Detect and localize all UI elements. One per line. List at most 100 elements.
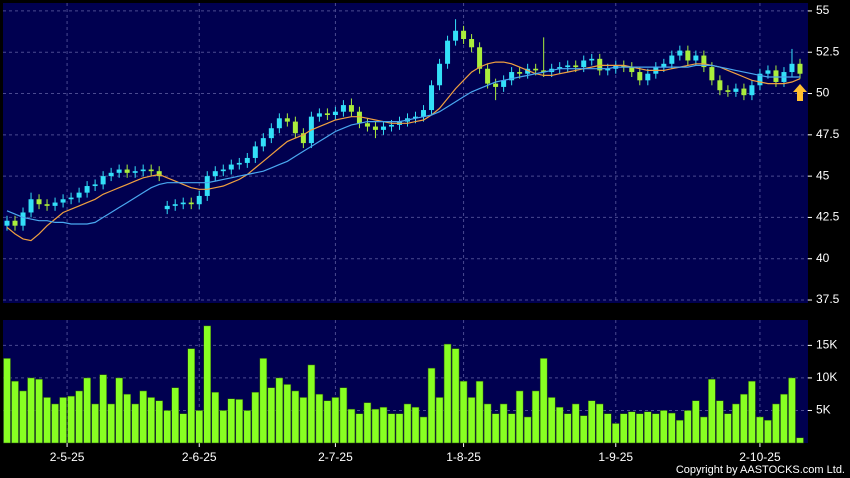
volume-bar bbox=[724, 413, 732, 444]
candle-body bbox=[669, 55, 675, 64]
volume-bar bbox=[435, 397, 444, 444]
candle-body bbox=[316, 113, 322, 117]
volume-bar bbox=[451, 348, 460, 444]
volume-bar bbox=[43, 397, 51, 444]
volume-bar bbox=[612, 423, 620, 444]
candle-body bbox=[60, 199, 66, 203]
volume-bar bbox=[411, 406, 420, 444]
candle-body bbox=[164, 205, 170, 210]
candle-body bbox=[292, 121, 298, 134]
candle-body bbox=[621, 65, 627, 68]
volume-bar bbox=[59, 397, 67, 444]
candle-body bbox=[525, 68, 531, 74]
volume-bar bbox=[283, 384, 292, 444]
candle-body bbox=[220, 169, 226, 172]
candle-body bbox=[212, 171, 218, 177]
candle-body bbox=[244, 157, 250, 163]
volume-bar bbox=[676, 419, 684, 444]
volume-bar bbox=[171, 387, 179, 444]
candle-body bbox=[541, 70, 547, 73]
candle-body bbox=[461, 30, 467, 40]
candle-body bbox=[509, 72, 515, 81]
volume-bar bbox=[579, 415, 588, 444]
candle-body bbox=[421, 110, 427, 117]
moving-average bbox=[6, 61, 801, 242]
candle-body bbox=[717, 80, 723, 91]
volume-bar bbox=[539, 358, 548, 444]
volume-bar bbox=[764, 419, 772, 444]
volume-bar bbox=[139, 390, 147, 444]
volume-bar bbox=[788, 377, 796, 444]
volume-bar bbox=[187, 348, 195, 444]
volume-bar bbox=[227, 398, 236, 444]
candle-body bbox=[477, 47, 483, 69]
volume-bar bbox=[668, 412, 676, 444]
volume-bar bbox=[99, 374, 107, 444]
candle-body bbox=[340, 105, 346, 112]
candle-body bbox=[92, 184, 98, 187]
candle-body bbox=[797, 63, 803, 74]
volume-bar bbox=[299, 397, 308, 444]
volume-bar bbox=[483, 403, 492, 444]
candle-body bbox=[372, 126, 378, 130]
y-tick-label: 52.5 bbox=[816, 44, 840, 58]
candle-body bbox=[140, 169, 146, 172]
candle-body bbox=[749, 85, 755, 96]
candle-body bbox=[581, 60, 587, 68]
candle-body bbox=[180, 202, 186, 205]
volume-bar bbox=[83, 377, 91, 444]
candle-body bbox=[4, 220, 10, 226]
copyright: Copyright by AASTOCKS.com Ltd. bbox=[676, 464, 845, 476]
candle-body bbox=[677, 50, 683, 56]
candle-body bbox=[52, 202, 58, 206]
candle-body bbox=[300, 133, 306, 144]
candle-body bbox=[236, 162, 242, 165]
volume-bar bbox=[403, 403, 412, 444]
volume-bar bbox=[772, 403, 780, 444]
candle-body bbox=[364, 123, 370, 127]
candle-body bbox=[36, 199, 42, 205]
volume-bar bbox=[371, 408, 380, 444]
candle-body bbox=[629, 67, 635, 73]
candle-body bbox=[565, 65, 571, 68]
candle-body bbox=[268, 128, 274, 139]
volume-bar bbox=[131, 403, 139, 444]
price-panel bbox=[3, 3, 808, 303]
volume-bar bbox=[3, 358, 11, 444]
volume-bar bbox=[51, 403, 59, 444]
candle-body bbox=[437, 63, 443, 86]
x-tick-label: 2-5-25 bbox=[50, 450, 85, 464]
volume-bar bbox=[780, 393, 788, 444]
y-tick-label: 40 bbox=[816, 251, 830, 265]
volume-bar bbox=[732, 403, 740, 444]
candle-body bbox=[332, 111, 338, 116]
candle-body bbox=[196, 195, 202, 205]
volume-bar bbox=[748, 380, 756, 444]
candle-body bbox=[597, 58, 603, 71]
volume-bar bbox=[387, 413, 396, 444]
candle-body bbox=[589, 58, 595, 61]
volume-bar bbox=[331, 397, 340, 444]
candle-body bbox=[156, 171, 162, 177]
volume-bar bbox=[708, 378, 716, 444]
volume-bar bbox=[243, 410, 252, 444]
volume-bar bbox=[395, 413, 404, 444]
y-tick-label: 15K bbox=[816, 338, 837, 352]
x-tick-label: 1-9-25 bbox=[598, 450, 633, 464]
volume-bar bbox=[563, 413, 572, 444]
candle-body bbox=[709, 67, 715, 81]
candle-body bbox=[701, 55, 707, 68]
volume-bar bbox=[419, 416, 428, 444]
candle-body bbox=[172, 204, 178, 206]
volume-bar bbox=[123, 393, 131, 444]
candle-body bbox=[108, 172, 114, 177]
volume-bar bbox=[267, 387, 276, 444]
volume-bar bbox=[507, 413, 516, 444]
volume-bar bbox=[547, 397, 556, 444]
candle-body bbox=[741, 88, 747, 96]
volume-bar bbox=[203, 325, 212, 444]
volume-bar bbox=[467, 397, 476, 444]
volume-bar bbox=[443, 343, 452, 444]
volume-bar bbox=[75, 390, 83, 444]
